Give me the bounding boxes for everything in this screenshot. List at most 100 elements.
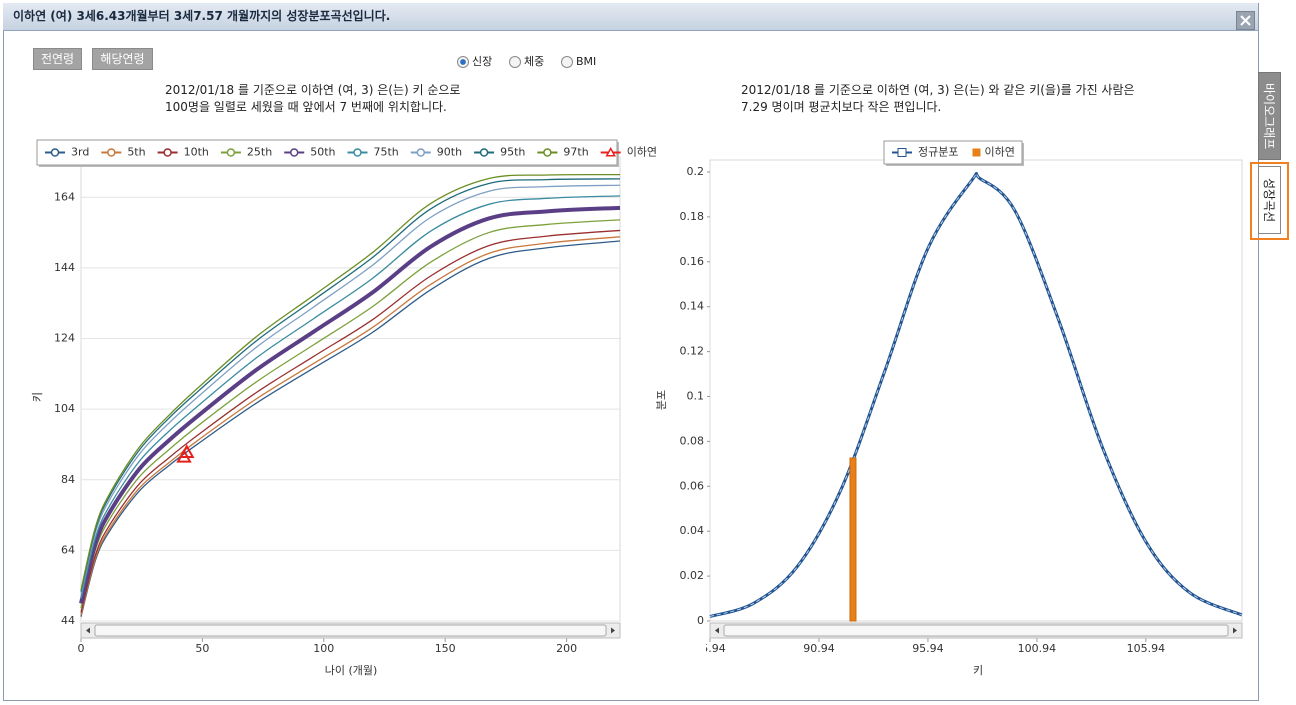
y-tick-label: 0.06 [680, 479, 705, 492]
legend-swatch [289, 148, 299, 157]
series-line [80, 195, 621, 599]
y-tick-label: 0.18 [680, 210, 705, 223]
series-line [80, 178, 621, 592]
x-tick-label: 105.94 [1127, 642, 1166, 655]
legend-label: 5th [127, 146, 145, 159]
legend-label: 10th [184, 146, 209, 159]
y-tick-label: 44 [61, 614, 75, 627]
series-line [80, 184, 621, 595]
this-age-button[interactable]: 해당연령 [92, 48, 153, 70]
x-tick-label: 95.94 [912, 642, 944, 655]
y-tick-label: 0.14 [680, 300, 705, 313]
y-tick-label: 0.16 [680, 255, 705, 268]
y-axis-title: 키 [31, 392, 44, 402]
x-tick-label: 0 [78, 642, 85, 655]
legend-box [36, 139, 618, 166]
series-line [80, 173, 621, 591]
y-tick-label: 144 [54, 261, 75, 274]
description-line: 100명을 일렬로 세웠을 때 앞에서 7 번째에 위치합니다. [165, 100, 447, 114]
legend-swatch [50, 148, 60, 157]
series-line [80, 240, 621, 617]
legend-label: 25th [247, 146, 272, 159]
x-tick-label: 90.94 [803, 642, 835, 655]
description-line: 2012/01/18 를 기준으로 이하연 (여, 3) 은(는) 와 같은 키… [741, 83, 1135, 97]
scrollbar-thumb [94, 624, 607, 637]
legend-swatch [543, 148, 552, 157]
legend-label: 이하연 [984, 145, 1014, 159]
legend-swatch [163, 148, 172, 157]
radio-label: 신장 [472, 55, 493, 68]
description: 2012/01/18 를 기준으로 이하연 (여, 3) 은(는) 와 같은 키… [741, 82, 1135, 116]
legend-swatch [107, 148, 116, 157]
legend-swatch [479, 148, 489, 157]
legend-label: 3rd [71, 146, 89, 159]
y-tick-label: 0.08 [680, 434, 705, 447]
all-ages-button[interactable]: 전연령 [33, 48, 82, 70]
y-tick-label: 0 [697, 614, 704, 627]
side-tab[interactable]: 성장곡선 [1258, 166, 1281, 234]
y-tick-label: 124 [54, 332, 75, 345]
x-tick-label: 50 [195, 642, 209, 655]
description: 2012/01/18 를 기준으로 이하연 (여, 3) 은(는) 키 순으로 1… [165, 82, 460, 116]
line-highlight [709, 173, 1242, 617]
description-line: 7.29 명이며 평균치보다 작은 편입니다. [741, 100, 942, 114]
y-tick-label: 164 [54, 190, 75, 203]
legend-label: 75th [374, 146, 399, 159]
legend-label: 95th [500, 146, 525, 159]
legend-label: 50th [310, 146, 335, 159]
legend-swatch [416, 148, 426, 157]
scroll-arrow [1233, 627, 1237, 634]
x-tick-label: 85.94 [694, 642, 726, 655]
y-tick-label: 0.04 [680, 524, 705, 537]
y-tick-label: 0.12 [680, 345, 705, 358]
y-tick-label: 0.02 [680, 569, 705, 582]
radio-dot [561, 56, 573, 68]
side-tab[interactable]: 바이오그래프 [1258, 72, 1281, 160]
title-bar: 이하연 (여) 3세6.43개월부터 3세7.57 개월까지의 성장분포곡선입니… [3, 3, 1258, 31]
legend-swatch [226, 148, 236, 157]
legend-box [883, 140, 1023, 165]
window-title: 이하연 (여) 3세6.43개월부터 3세7.57 개월까지의 성장분포곡선입니… [13, 9, 391, 23]
scroll-arrow [715, 627, 719, 634]
radio-dot [457, 56, 469, 68]
chart: 0 50 100 150 200 [78, 156, 621, 655]
x-axis-title: 키 [973, 664, 983, 677]
legend-label: 90th [437, 146, 462, 159]
x-axis-title: 나이 (개월) [325, 664, 378, 677]
chart: 85.94 90.94 95.94 100.94 105.94 [694, 159, 1243, 655]
radio-dot [509, 56, 521, 68]
legend-label: 97th [563, 146, 588, 159]
radio-label: BMI [576, 55, 597, 68]
legend-swatch [605, 146, 616, 157]
series-line [80, 219, 621, 609]
tab-focus [1250, 162, 1289, 240]
x-tick-label: 150 [435, 642, 456, 655]
y-tick-label: 0.2 [687, 165, 705, 178]
series-line [80, 229, 621, 613]
bar [849, 457, 857, 622]
radio-label: 체중 [524, 55, 545, 68]
plot-area [709, 159, 1243, 622]
y-tick-label: 64 [61, 543, 75, 556]
description-line: 2012/01/18 를 기준으로 이하연 (여, 3) 은(는) 키 순으로 [165, 83, 461, 97]
legend-swatch [972, 148, 981, 157]
x-tick-label: 100 [313, 642, 334, 655]
scroll-arrow [611, 627, 615, 634]
scrollbar-thumb [723, 624, 1229, 637]
y-axis-title: 분포 [655, 390, 668, 410]
close-button[interactable] [1236, 11, 1255, 30]
legend-label: 정규분포 [918, 146, 958, 159]
series-line [80, 236, 621, 616]
data-point [179, 444, 195, 459]
y-tick-label: 104 [54, 402, 75, 415]
plot-area [80, 156, 621, 622]
y-tick-label: 0.1 [687, 390, 705, 403]
x-tick-label: 200 [556, 642, 577, 655]
x-tick-label: 100.94 [1018, 642, 1057, 655]
legend-label: 이하연 [627, 145, 657, 159]
legend-swatch [897, 148, 907, 157]
scroll-arrow [86, 627, 90, 634]
legend-swatch [353, 148, 362, 157]
